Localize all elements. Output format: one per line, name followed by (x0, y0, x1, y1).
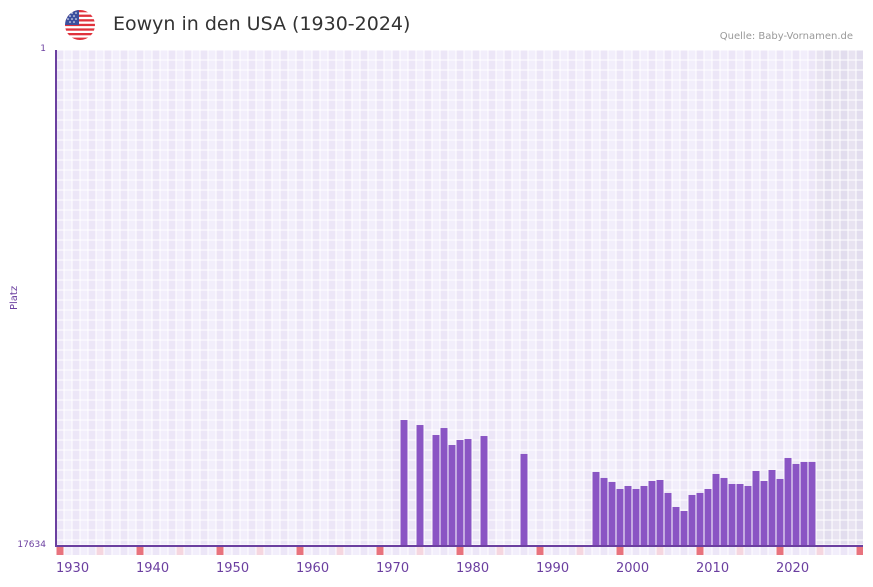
bar-1999 (608, 481, 616, 545)
bar-2016 (744, 485, 752, 545)
bar-1998 (600, 477, 608, 545)
bar-2014 (728, 483, 736, 545)
bar-2021 (784, 457, 792, 545)
bar-2001 (624, 485, 632, 545)
chart-plot-area (56, 50, 863, 555)
bar-2006 (664, 492, 672, 545)
page-title: Eowyn in den USA (1930-2024) (113, 13, 411, 35)
y-axis-line (55, 50, 57, 546)
x-tick-2020: 2020 (776, 561, 810, 576)
bar-1997 (592, 471, 600, 545)
bar-2012 (712, 473, 720, 545)
bar-2020 (776, 478, 784, 545)
x-tick-1940: 1940 (136, 561, 170, 576)
y-axis-bottom-label: 17634 (17, 540, 46, 550)
x-tick-1960: 1960 (296, 561, 330, 576)
bar-2019 (768, 469, 776, 545)
bar-2022 (792, 463, 800, 545)
bar-1977 (432, 435, 440, 545)
x-tick-2000: 2000 (616, 561, 650, 576)
x-tick-1980: 1980 (456, 561, 490, 576)
bar-2013 (720, 477, 728, 545)
bar-2008 (680, 511, 688, 545)
bar-1983 (480, 436, 488, 545)
bar-2015 (736, 483, 744, 545)
x-tick-1970: 1970 (376, 561, 410, 576)
bar-1978 (440, 428, 448, 545)
bar-2011 (704, 488, 712, 545)
x-tick-1950: 1950 (216, 561, 250, 576)
x-axis-line (55, 545, 863, 547)
bar-1973 (400, 420, 408, 545)
y-axis-title: Platz (9, 285, 20, 310)
bar-2018 (760, 480, 768, 545)
bar-2024 (808, 461, 816, 545)
us-flag-icon (65, 10, 95, 40)
x-tick-1930: 1930 (56, 561, 90, 576)
x-tick-1990: 1990 (536, 561, 570, 576)
bar-2009 (688, 494, 696, 545)
bar-2002 (632, 488, 640, 545)
bar-2007 (672, 506, 680, 545)
bar-1988 (520, 453, 528, 545)
bar-1975 (416, 425, 424, 545)
bar-2003 (640, 485, 648, 545)
x-tick-2010: 2010 (696, 561, 730, 576)
bar-1980 (456, 440, 464, 545)
bar-2005 (656, 479, 664, 545)
bar-1981 (464, 439, 472, 545)
bar-2023 (800, 461, 808, 545)
y-axis-top-label: 1 (40, 44, 46, 54)
bar-2017 (752, 470, 760, 545)
bar-2010 (696, 492, 704, 545)
bar-2000 (616, 488, 624, 545)
bar-2004 (648, 480, 656, 545)
source-credit: Quelle: Baby-Vornamen.de (719, 31, 853, 42)
bar-1979 (448, 445, 456, 545)
